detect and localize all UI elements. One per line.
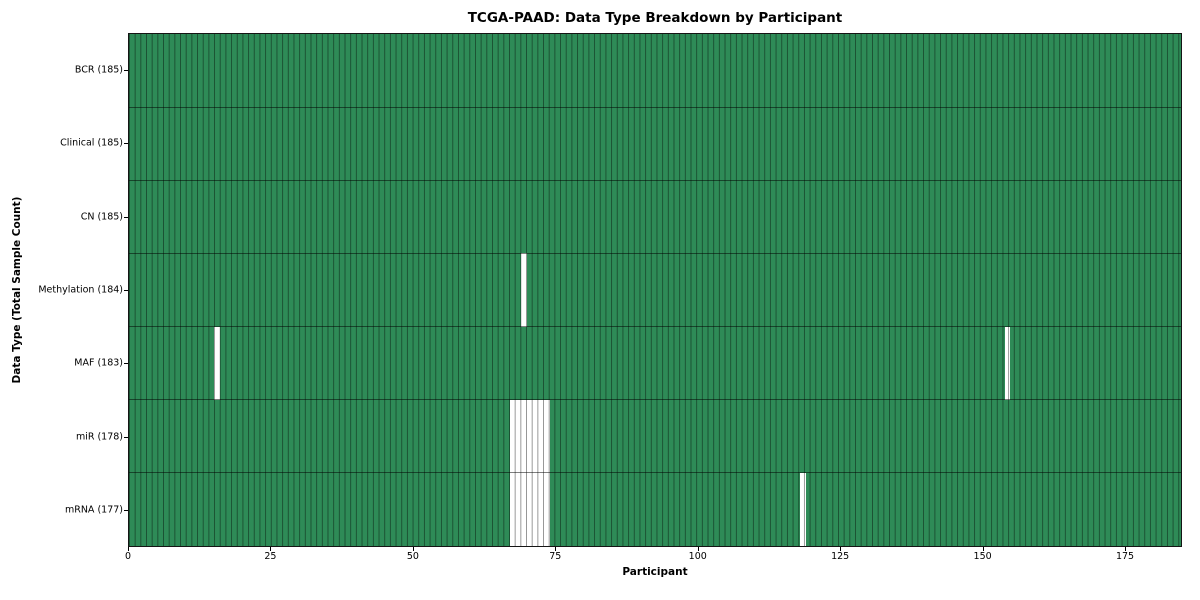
x-tick-label: 0 bbox=[124, 551, 132, 562]
absent-block bbox=[800, 472, 806, 546]
y-tick-mark bbox=[124, 143, 128, 145]
y-tick-label: mRNA (177) bbox=[64, 504, 123, 516]
chart-title: TCGA-PAAD: Data Type Breakdown by Partic… bbox=[467, 10, 843, 26]
y-tick-label: BCR (185) bbox=[74, 64, 123, 76]
y-tick-mark bbox=[124, 69, 128, 71]
heatmap-row-maf bbox=[129, 326, 1181, 400]
heatmap-row-cn bbox=[129, 180, 1181, 254]
x-tick-mark bbox=[555, 547, 557, 551]
y-tick-mark bbox=[124, 363, 128, 365]
absent-block bbox=[1004, 326, 1011, 400]
x-tick-mark bbox=[128, 547, 129, 551]
x-tick-mark bbox=[840, 547, 842, 551]
y-tick-label: MAF (183) bbox=[74, 357, 123, 369]
plot-area: PresentAbsent bbox=[128, 33, 1182, 547]
x-tick-label: 125 bbox=[831, 551, 850, 562]
heatmap-grid bbox=[129, 34, 1181, 546]
heatmap-row-mir bbox=[129, 399, 1181, 473]
y-tick-label: Clinical (185) bbox=[60, 137, 123, 149]
y-axis: BCR (185) Clinical (185) CN (185) Methylati… bbox=[0, 33, 123, 547]
x-tick-label: 75 bbox=[549, 551, 562, 562]
absent-block bbox=[509, 399, 550, 473]
y-tick-mark bbox=[124, 216, 128, 218]
heatmap-row-methylation bbox=[129, 253, 1181, 327]
x-tick-label: 150 bbox=[973, 551, 992, 562]
heatmap-row-mrna bbox=[129, 472, 1181, 546]
x-tick-mark bbox=[982, 547, 984, 551]
x-axis-label: Participant bbox=[622, 566, 688, 578]
x-tick-mark bbox=[697, 547, 699, 551]
x-tick-label: 175 bbox=[1115, 551, 1135, 562]
y-tick-label: miR (178) bbox=[75, 431, 123, 443]
x-tick-label: 25 bbox=[264, 551, 277, 562]
x-tick-mark bbox=[1125, 547, 1127, 551]
absent-block bbox=[509, 472, 550, 546]
x-tick-label: 50 bbox=[406, 551, 419, 562]
y-tick-label: Methylation (184) bbox=[38, 284, 123, 296]
y-tick-mark bbox=[124, 436, 128, 438]
y-tick-mark bbox=[124, 290, 128, 291]
y-tick-mark bbox=[124, 510, 128, 512]
x-tick-mark bbox=[270, 547, 272, 551]
heatmap-row-clinical bbox=[129, 107, 1181, 181]
absent-block bbox=[214, 326, 220, 400]
x-tick-mark bbox=[412, 547, 414, 551]
x-tick-label: 100 bbox=[688, 551, 707, 562]
heatmap-row-bcr bbox=[129, 34, 1181, 108]
absent-block bbox=[521, 253, 528, 327]
y-tick-label: CN (185) bbox=[80, 211, 123, 223]
